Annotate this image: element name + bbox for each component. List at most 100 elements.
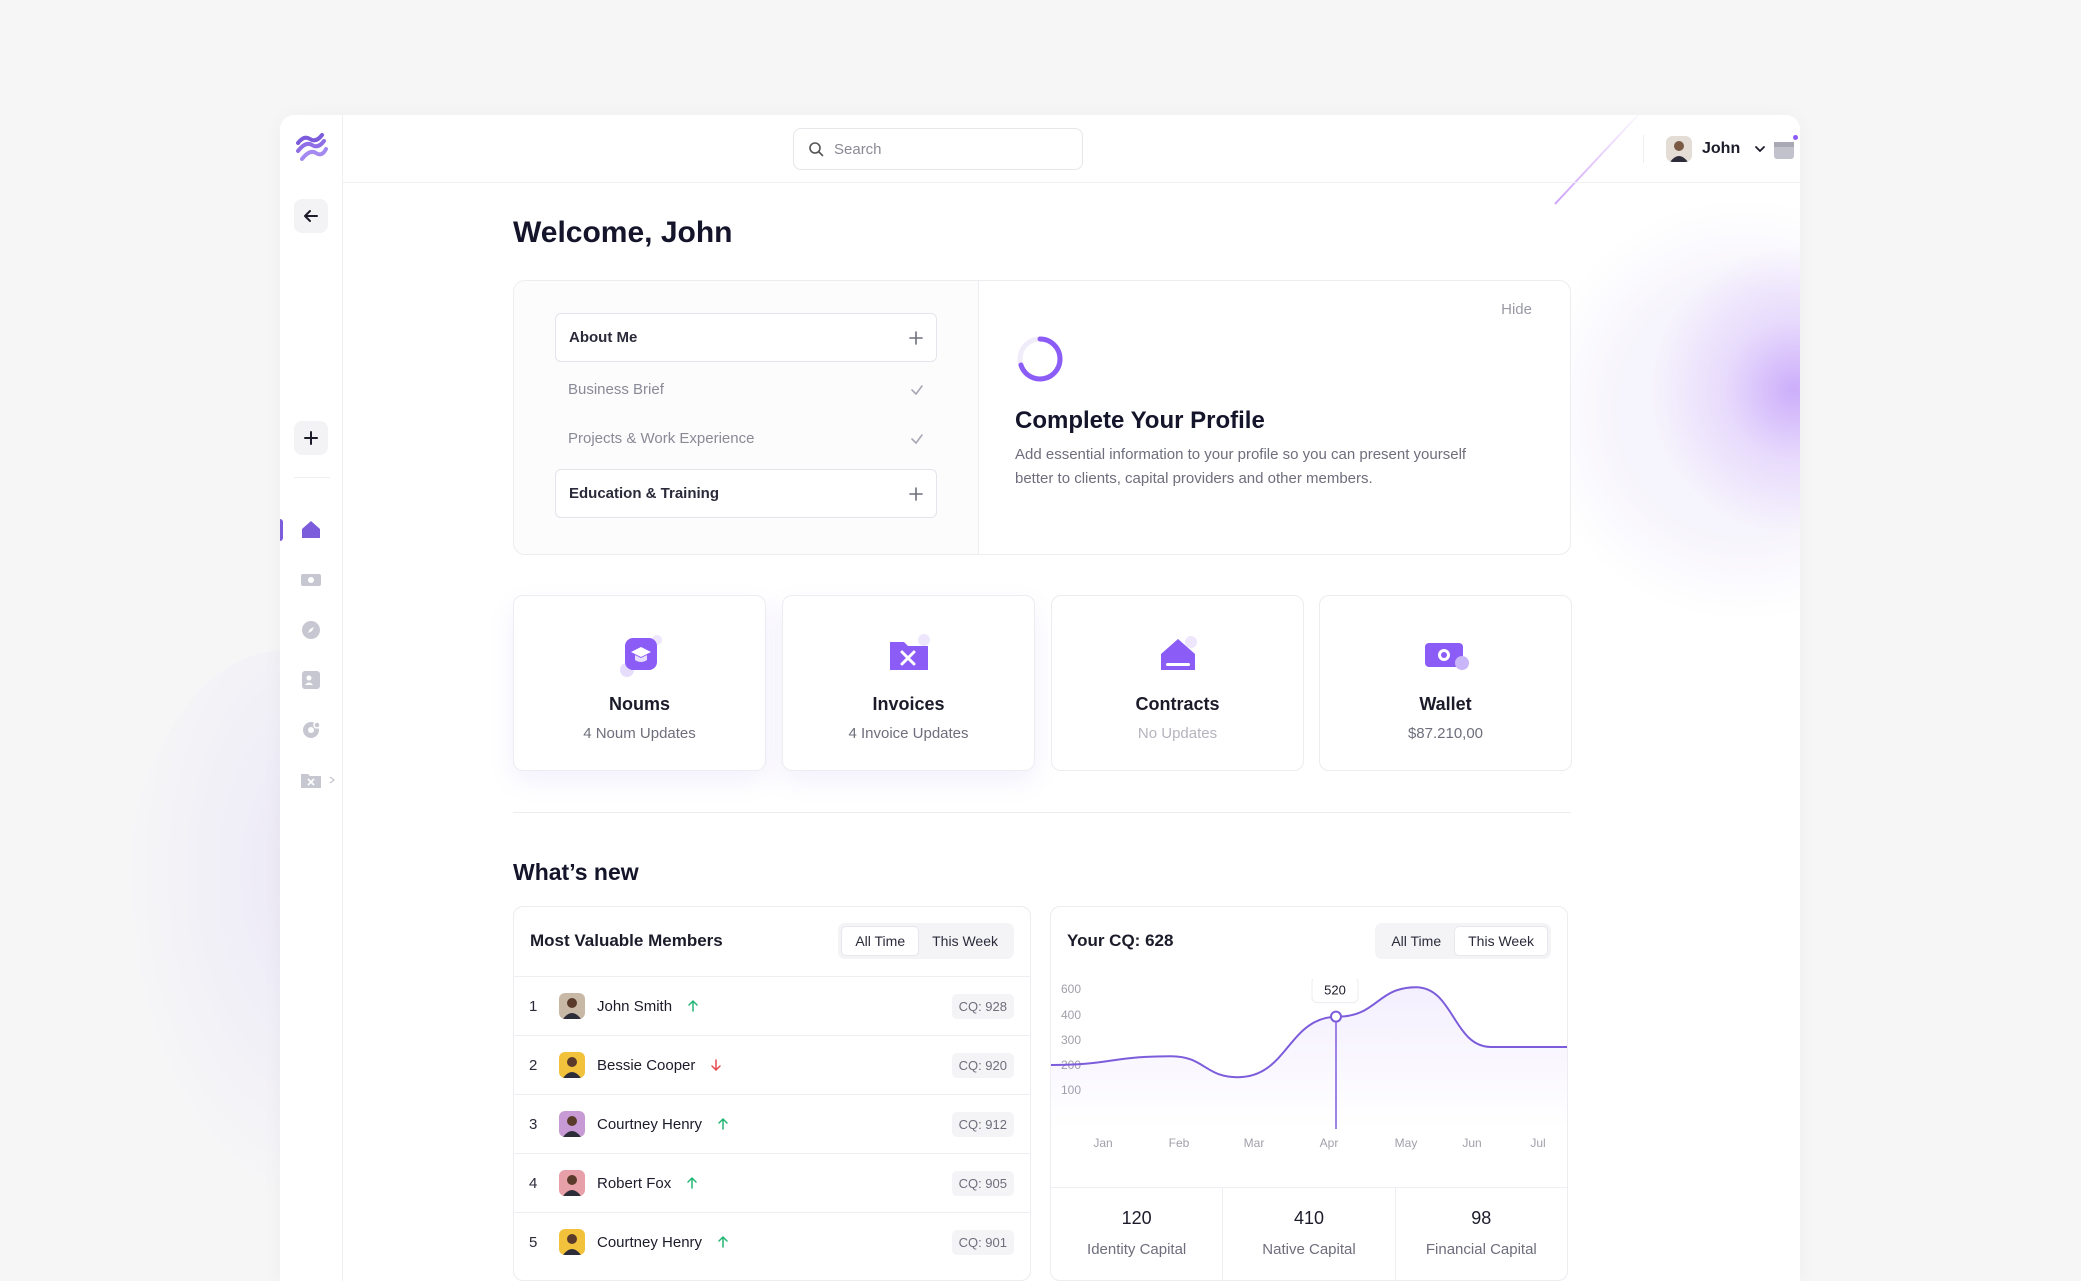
complete-profile-card: About Me Business Brief Projects & Work …: [513, 280, 1571, 555]
search-input[interactable]: [834, 140, 1074, 158]
cq-badge: CQ: 928: [951, 993, 1014, 1019]
chevron-right-icon[interactable]: [328, 776, 336, 784]
profile-item-label: Business Brief: [568, 381, 664, 398]
member-name: Bessie Cooper: [597, 1056, 696, 1074]
member-rank: 4: [529, 1174, 538, 1192]
puzzle-icon: [303, 721, 321, 738]
sidebar-item-tools[interactable]: [299, 768, 323, 792]
y-tick-label: 600: [1061, 982, 1081, 996]
arrow-down-icon: [711, 1059, 722, 1072]
y-tick-label: 400: [1061, 1008, 1081, 1022]
tile-title: Wallet: [1419, 694, 1472, 714]
tile-subtitle: No Updates: [1137, 725, 1218, 742]
member-row[interactable]: 5 Courtney Henry CQ: 901: [514, 1212, 1030, 1271]
user-name: John: [1702, 140, 1741, 157]
stat-label: Native Capital: [1262, 1241, 1356, 1258]
graduation-cap-icon: [619, 635, 662, 677]
tab-all-time[interactable]: All Time: [1391, 933, 1442, 949]
chart-area: [1051, 987, 1567, 1129]
profile-item-projects[interactable]: Projects & Work Experience: [555, 414, 937, 463]
tile-invoices[interactable]: Invoices 4 Invoice Updates: [782, 595, 1035, 771]
cq-badge: CQ: 901: [951, 1229, 1014, 1255]
calendar-button[interactable]: [1770, 133, 1800, 163]
profile-item-label: Education & Training: [569, 485, 720, 502]
check-icon: [911, 384, 923, 395]
sidebar-item-noums[interactable]: [299, 518, 323, 542]
tooltip-box: [1311, 979, 1359, 1004]
tab-all-time[interactable]: All Time: [841, 926, 920, 956]
member-name: Courtney Henry: [597, 1233, 703, 1251]
arrow-up-icon: [718, 1117, 728, 1130]
back-button[interactable]: [294, 199, 328, 233]
tab-this-week[interactable]: This Week: [1454, 926, 1548, 956]
page-title: Welcome, John: [513, 216, 733, 249]
sidebar-divider: [294, 477, 330, 478]
cq-panel: Your CQ: 628 All Time This Week 600 400 30…: [1050, 906, 1568, 1281]
home-icon: [1160, 636, 1197, 670]
stat-value: 120: [1121, 1208, 1152, 1228]
app-window: John Welcome, John About Me Business Bri…: [280, 115, 1800, 1281]
tab-this-week[interactable]: This Week: [932, 933, 998, 949]
member-name: John Smith: [597, 997, 673, 1015]
sidebar-item-explore[interactable]: [299, 618, 323, 642]
x-tick-label: Jun: [1462, 1136, 1481, 1150]
arrow-left-icon: [304, 210, 318, 222]
user-menu[interactable]: John: [1666, 135, 1766, 163]
profile-item-label: Projects & Work Experience: [568, 430, 755, 447]
x-tick-label: Mar: [1244, 1136, 1265, 1150]
tile-subtitle: 4 Invoice Updates: [848, 725, 969, 742]
member-rank: 2: [529, 1056, 538, 1074]
panel-title: Most Valuable Members: [530, 931, 723, 950]
plus-icon: [909, 330, 923, 345]
header-divider: [1643, 135, 1644, 163]
calendar-icon: [1774, 142, 1794, 159]
tile-contracts[interactable]: Contracts No Updates: [1051, 595, 1304, 771]
avatar: [559, 1111, 585, 1137]
tooltip-value: 520: [1324, 983, 1346, 998]
stat-identity-capital: 120 Identity Capital: [1051, 1188, 1224, 1280]
profile-item-about-me[interactable]: About Me: [555, 313, 937, 362]
sidebar: [280, 115, 343, 1281]
avatar: [1666, 136, 1692, 162]
x-tick-label: Apr: [1320, 1136, 1339, 1150]
cq-badge: CQ: 920: [951, 1052, 1014, 1078]
tools-folder-icon: [889, 634, 930, 670]
sidebar-item-integrations[interactable]: [299, 718, 323, 742]
tile-wallet[interactable]: Wallet $87.210,00: [1319, 595, 1572, 771]
section-divider: [513, 812, 1571, 813]
avatar: [559, 1229, 585, 1255]
member-row[interactable]: 2 Bessie Cooper CQ: 920: [514, 1035, 1030, 1094]
profile-item-education[interactable]: Education & Training: [555, 469, 937, 518]
sidebar-item-contacts[interactable]: [299, 668, 323, 692]
member-row[interactable]: 4 Robert Fox CQ: 905: [514, 1153, 1030, 1212]
compass-icon: [302, 621, 320, 639]
avatar: [559, 1170, 585, 1196]
profile-item-business-brief[interactable]: Business Brief: [555, 365, 937, 414]
chevron-down-icon: [1755, 146, 1766, 153]
members-panel: Most Valuable Members All Time This Week…: [513, 906, 1031, 1281]
time-filter: All Time This Week: [1375, 923, 1551, 959]
top-header: John: [343, 115, 1800, 183]
sidebar-item-wallet[interactable]: [299, 568, 323, 592]
arrow-up-icon: [718, 1235, 728, 1248]
avatar: [559, 993, 585, 1019]
member-name: Robert Fox: [597, 1174, 672, 1192]
stat-financial-capital: 98 Financial Capital: [1396, 1188, 1567, 1280]
plus-icon: [909, 486, 923, 501]
money-icon: [1424, 643, 1469, 670]
cq-badge: CQ: 905: [951, 1170, 1014, 1196]
hide-link[interactable]: Hide: [1501, 301, 1532, 318]
search-icon: [809, 142, 824, 157]
profile-sections: About Me Business Brief Projects & Work …: [514, 281, 979, 554]
tools-folder-icon: [301, 774, 321, 788]
cq-line-chart: 600400300200100JanFebMarAprMayJunJul520: [1051, 979, 1567, 1150]
member-row[interactable]: 3 Courtney Henry CQ: 912: [514, 1094, 1030, 1153]
search-box[interactable]: [793, 128, 1083, 170]
add-button[interactable]: [294, 421, 328, 455]
profile-info: Hide Complete Your Profile Add essential…: [980, 281, 1570, 554]
highlight-point[interactable]: [1330, 1010, 1342, 1023]
member-name: Courtney Henry: [597, 1115, 703, 1133]
logo-icon[interactable]: [294, 131, 328, 163]
tile-noums[interactable]: Noums 4 Noum Updates: [513, 595, 766, 771]
member-row[interactable]: 1 John Smith CQ: 928: [514, 976, 1030, 1035]
